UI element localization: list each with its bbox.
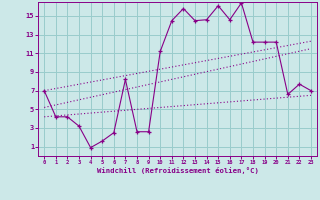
X-axis label: Windchill (Refroidissement éolien,°C): Windchill (Refroidissement éolien,°C)	[97, 167, 259, 174]
